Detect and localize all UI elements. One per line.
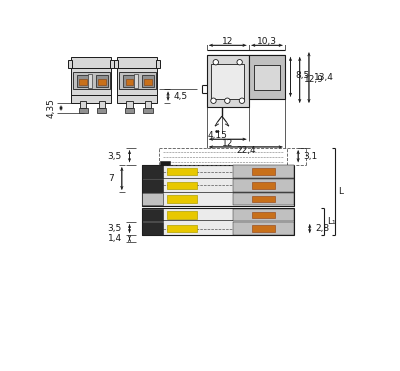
Bar [252, 168, 275, 175]
Text: 2,8: 2,8 [315, 224, 329, 233]
Bar [119, 72, 156, 89]
Text: 13,4: 13,4 [314, 73, 334, 82]
Text: 3,5: 3,5 [108, 152, 122, 161]
Bar [166, 225, 197, 232]
Bar [142, 209, 164, 221]
Bar [77, 75, 90, 87]
Bar [125, 108, 134, 113]
Text: 4,5: 4,5 [174, 92, 188, 101]
Text: 3,5: 3,5 [108, 224, 122, 233]
Bar [134, 74, 138, 88]
Bar [80, 102, 86, 108]
Circle shape [213, 59, 218, 65]
Circle shape [237, 59, 242, 65]
Bar [252, 183, 275, 188]
Bar [117, 95, 157, 103]
Bar [156, 60, 160, 68]
Text: 1,4: 1,4 [108, 234, 122, 243]
Bar [68, 60, 72, 68]
Bar [206, 55, 249, 107]
Bar [97, 108, 106, 113]
Bar [99, 102, 105, 108]
Bar [110, 60, 114, 68]
Bar [233, 209, 294, 221]
Bar [142, 193, 164, 206]
Text: 12: 12 [222, 37, 234, 46]
Bar [114, 60, 118, 68]
Bar [142, 222, 164, 235]
Bar [233, 193, 294, 206]
Bar [126, 102, 133, 108]
Text: 12: 12 [222, 139, 234, 148]
Bar [144, 108, 153, 113]
Bar [142, 179, 164, 191]
Bar [79, 108, 88, 113]
Bar [142, 75, 154, 87]
Bar [71, 95, 111, 103]
Bar [166, 196, 197, 203]
Bar [252, 226, 275, 232]
Bar [88, 74, 92, 88]
Bar [252, 211, 275, 218]
Bar [166, 168, 197, 175]
Text: 3,1: 3,1 [303, 152, 317, 161]
Text: L: L [338, 187, 343, 196]
Bar [72, 72, 110, 89]
Bar [142, 208, 294, 236]
Bar [254, 65, 280, 90]
Text: 8,5: 8,5 [295, 71, 309, 80]
Bar [117, 57, 157, 68]
Bar [145, 102, 151, 108]
Bar [98, 79, 106, 85]
Circle shape [211, 98, 216, 104]
Text: 4,15: 4,15 [207, 131, 227, 140]
Bar [166, 211, 197, 219]
Bar [233, 179, 294, 191]
Bar [249, 55, 285, 99]
Bar [233, 165, 294, 178]
Bar [166, 181, 197, 189]
Bar [144, 79, 152, 85]
Circle shape [239, 98, 245, 104]
Bar [211, 64, 244, 99]
Text: 10,3: 10,3 [257, 37, 277, 46]
Bar [80, 79, 87, 85]
Bar [233, 222, 294, 235]
Bar [123, 75, 136, 87]
Bar [160, 161, 170, 165]
Bar [117, 68, 157, 95]
Bar [71, 57, 111, 68]
Bar [71, 68, 111, 95]
Bar [252, 196, 275, 202]
Bar [142, 165, 294, 206]
Bar [142, 165, 164, 178]
Text: 22,4: 22,4 [236, 146, 256, 155]
Text: 7: 7 [108, 174, 114, 183]
Text: 12,9: 12,9 [304, 75, 324, 85]
Text: L₁: L₁ [328, 217, 336, 226]
Circle shape [225, 98, 230, 104]
Bar [96, 75, 108, 87]
Bar [126, 79, 133, 85]
Text: 4,35: 4,35 [47, 98, 56, 118]
